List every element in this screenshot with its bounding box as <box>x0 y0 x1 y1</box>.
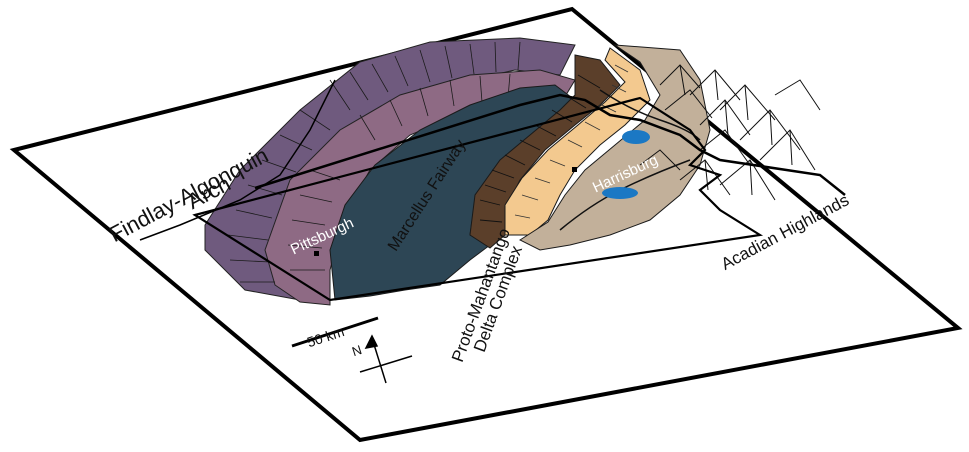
lake <box>622 130 650 144</box>
outcrop-boundary <box>254 93 846 196</box>
harrisburg-dot <box>572 167 577 172</box>
brown-hatching <box>479 74 601 223</box>
pittsburgh-dot <box>314 251 319 256</box>
state-boundary <box>192 96 764 302</box>
north-arrow-icon <box>359 334 413 384</box>
tan-delta <box>518 44 711 251</box>
scale-bar <box>291 316 379 348</box>
lake <box>602 187 638 199</box>
arch-line <box>139 79 336 241</box>
orange-band <box>504 47 651 236</box>
orange-dashes <box>514 64 629 219</box>
highlands-mountains <box>639 64 821 201</box>
purple-hatching <box>227 41 521 283</box>
